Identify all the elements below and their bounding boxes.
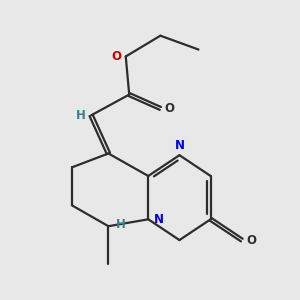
Text: O: O [112, 50, 122, 63]
Text: O: O [246, 234, 256, 247]
Text: O: O [164, 102, 175, 115]
Text: N: N [154, 213, 164, 226]
Text: H: H [76, 109, 86, 122]
Text: N: N [174, 139, 184, 152]
Text: H: H [116, 218, 126, 231]
